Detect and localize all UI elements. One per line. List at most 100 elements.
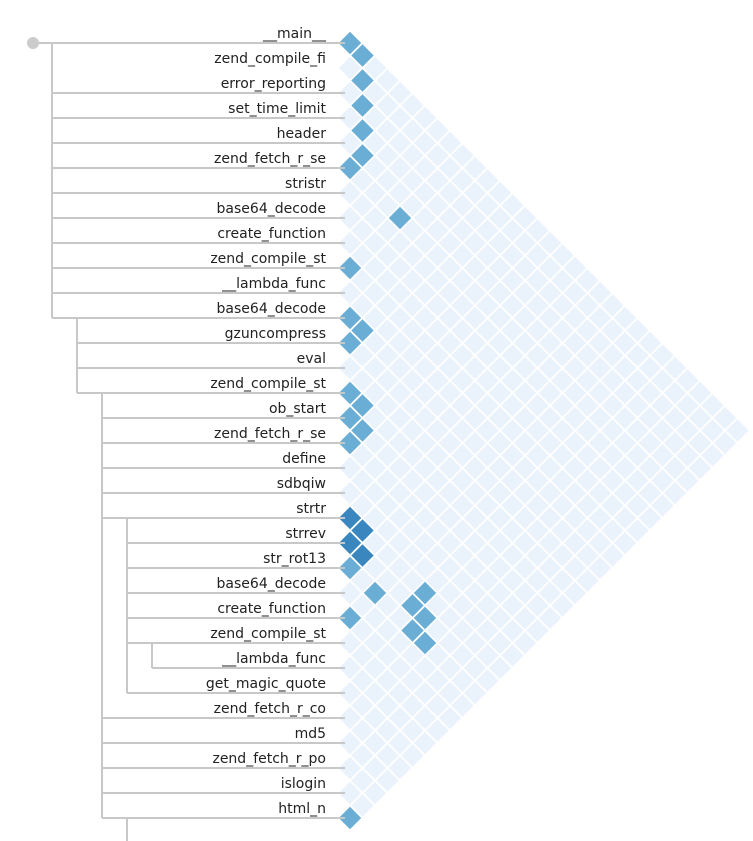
matrix-cell-empty (476, 369, 499, 392)
row-label: define (282, 451, 326, 467)
matrix-cell-empty (363, 681, 387, 705)
matrix-cell-highlight[interactable] (338, 806, 362, 830)
matrix-cell-empty (538, 456, 562, 480)
matrix-cell-empty (388, 281, 412, 305)
matrix-cell-empty (363, 181, 387, 205)
matrix-cell-highlight[interactable] (388, 206, 412, 230)
matrix-cell-highlight[interactable] (351, 419, 374, 442)
matrix-cell-empty (526, 619, 549, 642)
matrix-cell-empty (588, 356, 612, 380)
matrix-cell-empty (488, 306, 512, 330)
matrix-cell-empty (551, 369, 574, 392)
matrix-cell-empty (588, 481, 612, 505)
matrix-cell-empty (463, 556, 487, 580)
matrix-cell-empty (438, 406, 462, 430)
matrix-cell-empty (513, 331, 537, 355)
matrix-cell-empty (426, 319, 449, 342)
matrix-cell-highlight[interactable] (413, 606, 437, 630)
matrix-cell-highlight[interactable] (338, 331, 362, 355)
matrix-cell-highlight[interactable] (413, 581, 437, 605)
matrix-cell-empty (438, 706, 462, 730)
matrix-cell-highlight[interactable] (363, 581, 387, 605)
matrix-cell-empty (676, 369, 699, 392)
matrix-cell-highlight[interactable] (338, 306, 362, 330)
matrix-cell-empty (376, 319, 399, 342)
matrix-cell-empty (363, 456, 387, 480)
matrix-cell-empty (576, 344, 599, 367)
matrix-cell-empty (638, 331, 662, 355)
matrix-cell-empty (451, 669, 474, 692)
matrix-cell-highlight[interactable] (351, 44, 374, 67)
matrix-cell-empty (426, 194, 449, 217)
matrix-cell-empty (551, 519, 574, 542)
matrix-cell-highlight[interactable] (338, 556, 362, 580)
matrix-cell-highlight[interactable] (351, 69, 374, 92)
matrix-cell-empty (513, 231, 537, 255)
matrix-cell-empty (388, 531, 412, 555)
matrix-cell-empty (538, 581, 562, 605)
matrix-cell-empty (551, 244, 574, 267)
matrix-cell-empty (363, 706, 387, 730)
matrix-cell-empty (401, 519, 424, 542)
matrix-cell-empty (513, 256, 537, 280)
matrix-cell-empty (363, 356, 387, 380)
matrix-cell-highlight[interactable] (351, 319, 374, 342)
matrix-cell-highlight[interactable] (351, 94, 374, 117)
matrix-cell-empty (426, 619, 449, 642)
matrix-cell-highlight[interactable] (401, 619, 424, 642)
matrix-cell-empty (388, 81, 412, 105)
matrix-cell-empty (576, 369, 599, 392)
matrix-cell-highlight[interactable] (338, 156, 362, 180)
matrix-cell-empty (551, 394, 574, 417)
matrix-cell-empty (588, 456, 612, 480)
matrix-cell-empty (426, 594, 449, 617)
matrix-cell-empty (338, 656, 362, 680)
matrix-cell-highlight[interactable] (338, 381, 362, 405)
matrix-cell-empty (451, 194, 474, 217)
matrix-cell-empty (388, 406, 412, 430)
matrix-cell-empty (513, 631, 537, 655)
matrix-cell-empty (626, 319, 649, 342)
matrix-cell-empty (563, 331, 587, 355)
row-label: base64_decode (217, 201, 326, 217)
matrix-cell-highlight[interactable] (351, 519, 374, 542)
matrix-cell-empty (551, 494, 574, 517)
matrix-cell-empty (376, 394, 399, 417)
matrix-cell-empty (463, 481, 487, 505)
matrix-cell-highlight[interactable] (351, 544, 374, 567)
matrix-cell-highlight[interactable] (401, 594, 424, 617)
matrix-cell-empty (413, 731, 437, 755)
matrix-cell-empty (463, 181, 487, 205)
matrix-cell-empty (601, 394, 624, 417)
matrix-cell-empty (376, 544, 399, 567)
matrix-cell-empty (613, 356, 637, 380)
matrix-cell-empty (438, 456, 462, 480)
matrix-cell-empty (601, 369, 624, 392)
matrix-cell-empty (613, 481, 637, 505)
matrix-cell-empty (376, 594, 399, 617)
matrix-cell-highlight[interactable] (338, 406, 362, 430)
matrix-cell-highlight[interactable] (338, 606, 362, 630)
row-label: zend_fetch_r_co (214, 701, 326, 717)
matrix-cell-highlight[interactable] (338, 531, 362, 555)
matrix-cell-empty (526, 594, 549, 617)
matrix-cell-empty (363, 281, 387, 305)
matrix-cell-highlight[interactable] (338, 256, 362, 280)
matrix-cell-highlight[interactable] (413, 631, 437, 655)
matrix-cell-highlight[interactable] (338, 31, 362, 55)
matrix-cell-empty (551, 419, 574, 442)
matrix-cell-empty (463, 656, 487, 680)
matrix-cell-empty (526, 469, 549, 492)
matrix-cell-empty (601, 469, 624, 492)
matrix-cell-highlight[interactable] (338, 431, 362, 455)
matrix-cell-highlight[interactable] (351, 394, 374, 417)
matrix-cell-empty (401, 544, 424, 567)
row-label: base64_decode (217, 301, 326, 317)
matrix-cell-empty (688, 381, 712, 405)
matrix-cell-empty (513, 506, 537, 530)
matrix-cell-empty (376, 694, 399, 717)
matrix-cell-highlight[interactable] (351, 119, 374, 142)
matrix-cell-highlight[interactable] (351, 144, 374, 167)
matrix-cell-empty (351, 719, 374, 742)
matrix-cell-highlight[interactable] (338, 506, 362, 530)
